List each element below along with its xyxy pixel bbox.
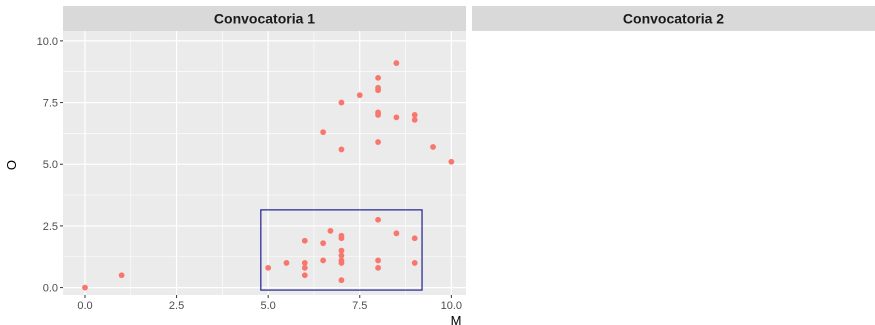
data-point: [375, 139, 381, 145]
data-point: [411, 260, 418, 266]
data-point: [301, 264, 308, 271]
data-point: [301, 260, 308, 266]
data-point: [265, 264, 272, 271]
data-point: [301, 272, 308, 279]
data-point: [393, 230, 400, 237]
data-point: [375, 216, 381, 223]
data-point: [283, 260, 290, 266]
x-axis-label: M: [451, 313, 462, 325]
data-point: [375, 109, 381, 116]
data-point: [338, 99, 345, 106]
y-axis-label: O: [4, 160, 19, 170]
data-point: [301, 237, 308, 244]
y-tick-label: 0.0: [43, 283, 58, 295]
facet-1-strip: [63, 6, 466, 31]
facet-1-points: [82, 60, 455, 291]
data-point: [338, 235, 345, 242]
data-point: [320, 129, 327, 136]
data-point: [338, 260, 345, 266]
data-point: [356, 92, 363, 99]
data-point: [82, 284, 88, 291]
data-point: [375, 257, 381, 264]
y-tick-label: 2.5: [43, 221, 58, 233]
y-tick-label: 5.0: [43, 159, 58, 171]
data-point: [338, 252, 345, 259]
facet-2-label: Convocatoria 2: [623, 11, 724, 27]
data-point: [375, 264, 381, 271]
x-tick-label: 0.0: [77, 300, 92, 312]
data-point: [375, 74, 381, 81]
data-point: [118, 272, 125, 279]
x-tick-label: 5.0: [261, 300, 276, 312]
data-point: [393, 60, 400, 66]
data-point: [338, 247, 345, 254]
data-point: [411, 235, 418, 242]
data-point: [411, 116, 418, 123]
x-tick-label: 2.5: [169, 300, 184, 312]
data-point: [320, 257, 327, 264]
facet-1-panel: [63, 31, 466, 295]
data-point: [393, 114, 400, 121]
data-point: [375, 84, 381, 91]
data-point: [448, 158, 455, 165]
data-point: [430, 144, 436, 150]
data-point: [320, 240, 327, 247]
data-point: [411, 111, 418, 118]
facet-1-grid: [63, 31, 466, 295]
highlight-box: [260, 209, 423, 291]
data-point: [327, 227, 334, 234]
y-tick-label: 7.5: [43, 98, 58, 110]
x-tick-label: 10.0: [441, 300, 462, 312]
data-point: [338, 146, 345, 153]
facet-1: Convocatoria 1: [63, 6, 466, 295]
facet-1-label: Convocatoria 1: [214, 11, 315, 27]
facet-2-strip: [472, 6, 875, 31]
y-axis: 0.0 2.5 5.0 7.5 10.0: [37, 36, 63, 295]
facet-2: Convocatoria 2: [472, 6, 875, 31]
y-tick-label: 10.0: [37, 36, 58, 48]
data-point: [338, 277, 345, 284]
x-axis: 0.0 2.5 5.0 7.5 10.0: [77, 295, 462, 312]
x-tick-label: 7.5: [352, 300, 367, 312]
